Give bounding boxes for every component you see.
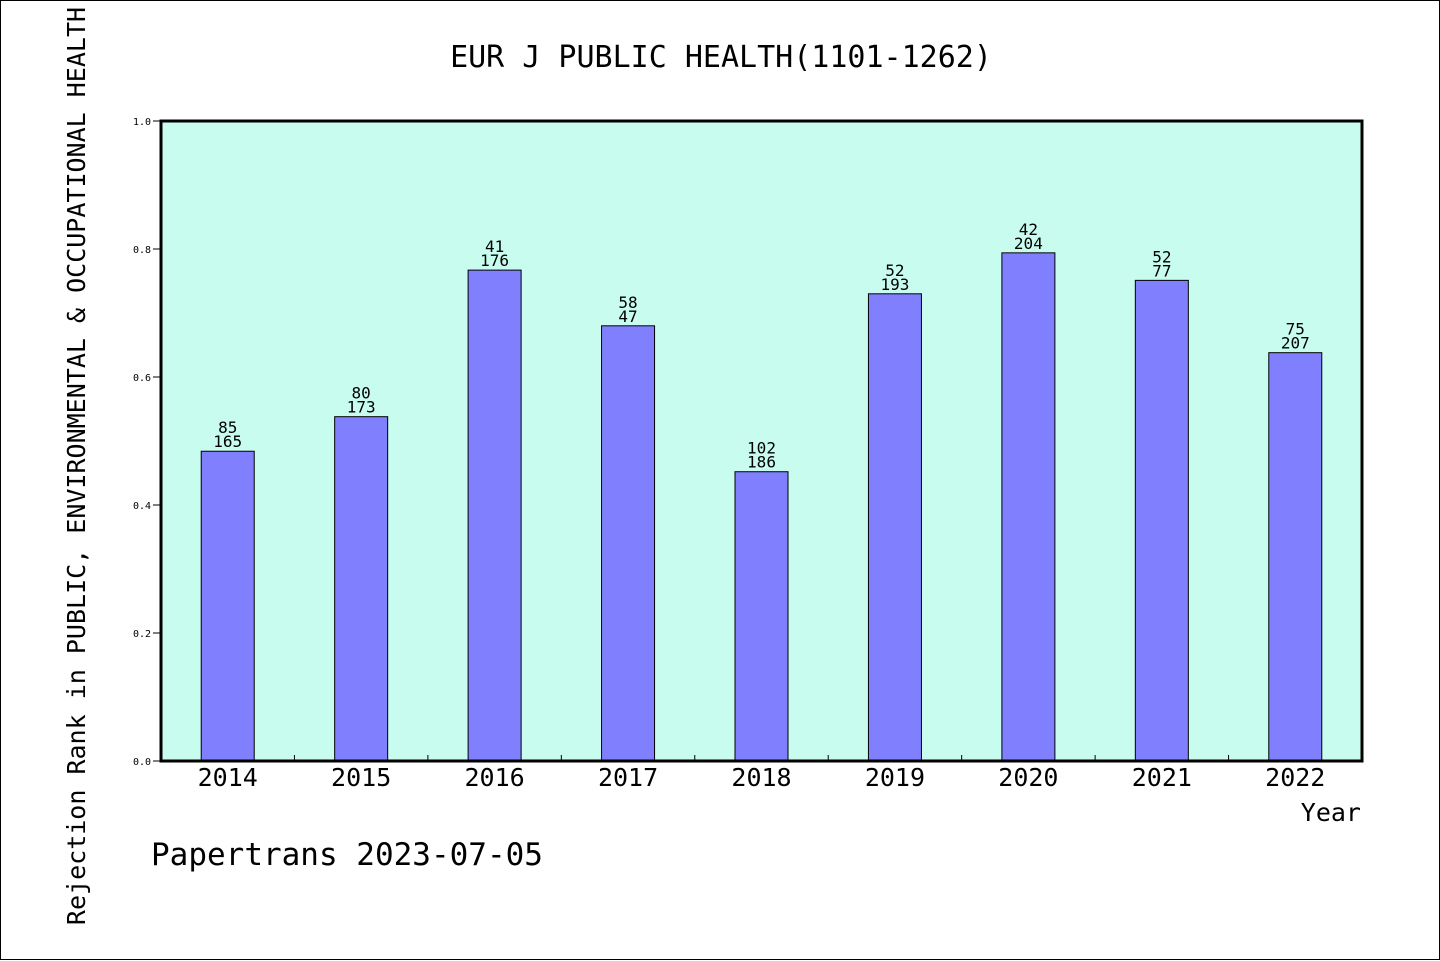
source-footer: Papertrans 2023-07-05 <box>151 837 543 873</box>
y-axis-ticks: 0.0 0.2 0.4 0.6 0.8 1.0 <box>133 117 161 768</box>
bar-label-bottom: 186 <box>747 453 776 472</box>
bar-label-bottom: 165 <box>213 432 242 451</box>
bar <box>1134 279 1189 762</box>
x-tick-label: 2014 <box>198 763 258 792</box>
bar <box>200 450 255 762</box>
bar-label-top: 58 <box>618 293 637 312</box>
x-axis-label: Year <box>1301 798 1361 827</box>
bar <box>867 293 922 762</box>
bar-label-bottom: 77 <box>1152 261 1171 280</box>
bar <box>467 269 522 762</box>
x-tick-label: 2021 <box>1132 763 1192 792</box>
bar <box>734 471 789 762</box>
y-tick-label: 0.4 <box>133 501 151 512</box>
x-tick-label: 2017 <box>598 763 658 792</box>
x-tick-label: 2015 <box>331 763 391 792</box>
bar-label-top: 102 <box>747 439 776 458</box>
bar-label-bottom: 176 <box>480 251 509 270</box>
bar-label-top: 85 <box>218 418 237 437</box>
y-tick-label: 0.0 <box>133 757 151 768</box>
bar-label-bottom: 204 <box>1014 234 1043 253</box>
x-axis-ticks: 2014 2015 2016 2017 2018 2019 2020 2021 2022 <box>198 755 1325 792</box>
bar-label-top: 80 <box>352 384 371 403</box>
bar-label-bottom: 173 <box>347 398 376 417</box>
y-tick-label: 0.2 <box>133 629 151 640</box>
bar <box>1268 352 1323 762</box>
bar <box>1001 252 1056 762</box>
bar <box>601 325 656 762</box>
x-tick-label: 2016 <box>465 763 525 792</box>
bar <box>334 416 389 762</box>
x-tick-label: 2019 <box>865 763 925 792</box>
bar-data-labels: 8516580173411765847102186521934220452777… <box>213 220 1309 472</box>
bar-label-top: 52 <box>1152 247 1171 266</box>
bar-label-bottom: 193 <box>880 275 909 294</box>
y-tick-label: 0.6 <box>133 373 151 384</box>
plot-border <box>159 119 1364 763</box>
bar-series <box>200 252 1323 762</box>
y-axis-label: Rejection Rank in PUBLIC, ENVIRONMENTAL … <box>62 7 91 925</box>
y-tick-label: 0.8 <box>133 245 151 256</box>
bar-label-top: 75 <box>1286 320 1305 339</box>
bar-label-bottom: 207 <box>1281 334 1310 353</box>
chart-title: EUR J PUBLIC HEALTH(1101-1262) <box>450 40 992 75</box>
bar-label-top: 52 <box>885 261 904 280</box>
x-tick-label: 2020 <box>998 763 1058 792</box>
x-tick-label: 2018 <box>731 763 791 792</box>
y-tick-label: 1.0 <box>133 117 151 128</box>
bar-label-top: 42 <box>1019 220 1038 239</box>
x-tick-label: 2022 <box>1265 763 1325 792</box>
bar-label-bottom: 47 <box>618 307 637 326</box>
bar-label-top: 41 <box>485 237 504 256</box>
